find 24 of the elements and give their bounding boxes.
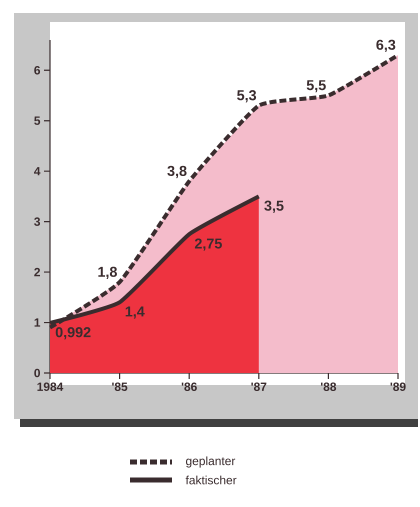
x-tick-label: '89 <box>390 382 406 391</box>
data-label: 1,8 <box>98 266 117 279</box>
y-tick-label: 4 <box>34 167 40 176</box>
data-label: 3,8 <box>167 166 187 178</box>
x-tick-label: '87 <box>251 382 266 391</box>
y-tick-label: 3 <box>34 217 40 226</box>
data-label: 2,75 <box>194 238 222 251</box>
y-tick-label: 6 <box>34 66 40 74</box>
data-label: 6,3 <box>376 40 396 52</box>
x-tick-label: '86 <box>182 382 197 391</box>
data-label: 5,3 <box>237 90 256 102</box>
x-tick-label: '85 <box>112 382 128 391</box>
data-label: 1,4 <box>126 306 145 319</box>
x-tick-label: 1984 <box>37 382 64 391</box>
legend-label: geplanter <box>186 456 236 468</box>
y-tick-label: 0 <box>34 368 40 378</box>
x-tick-label: '88 <box>320 382 336 391</box>
y-tick-label: 5 <box>34 116 40 125</box>
legend-label: faktischer <box>186 476 236 484</box>
y-tick-label: 2 <box>34 268 40 276</box>
data-label: 3,5 <box>264 200 284 213</box>
y-tick-label: 1 <box>34 318 40 327</box>
data-label: 5,5 <box>306 80 326 92</box>
data-label: 0,992 <box>56 327 91 340</box>
